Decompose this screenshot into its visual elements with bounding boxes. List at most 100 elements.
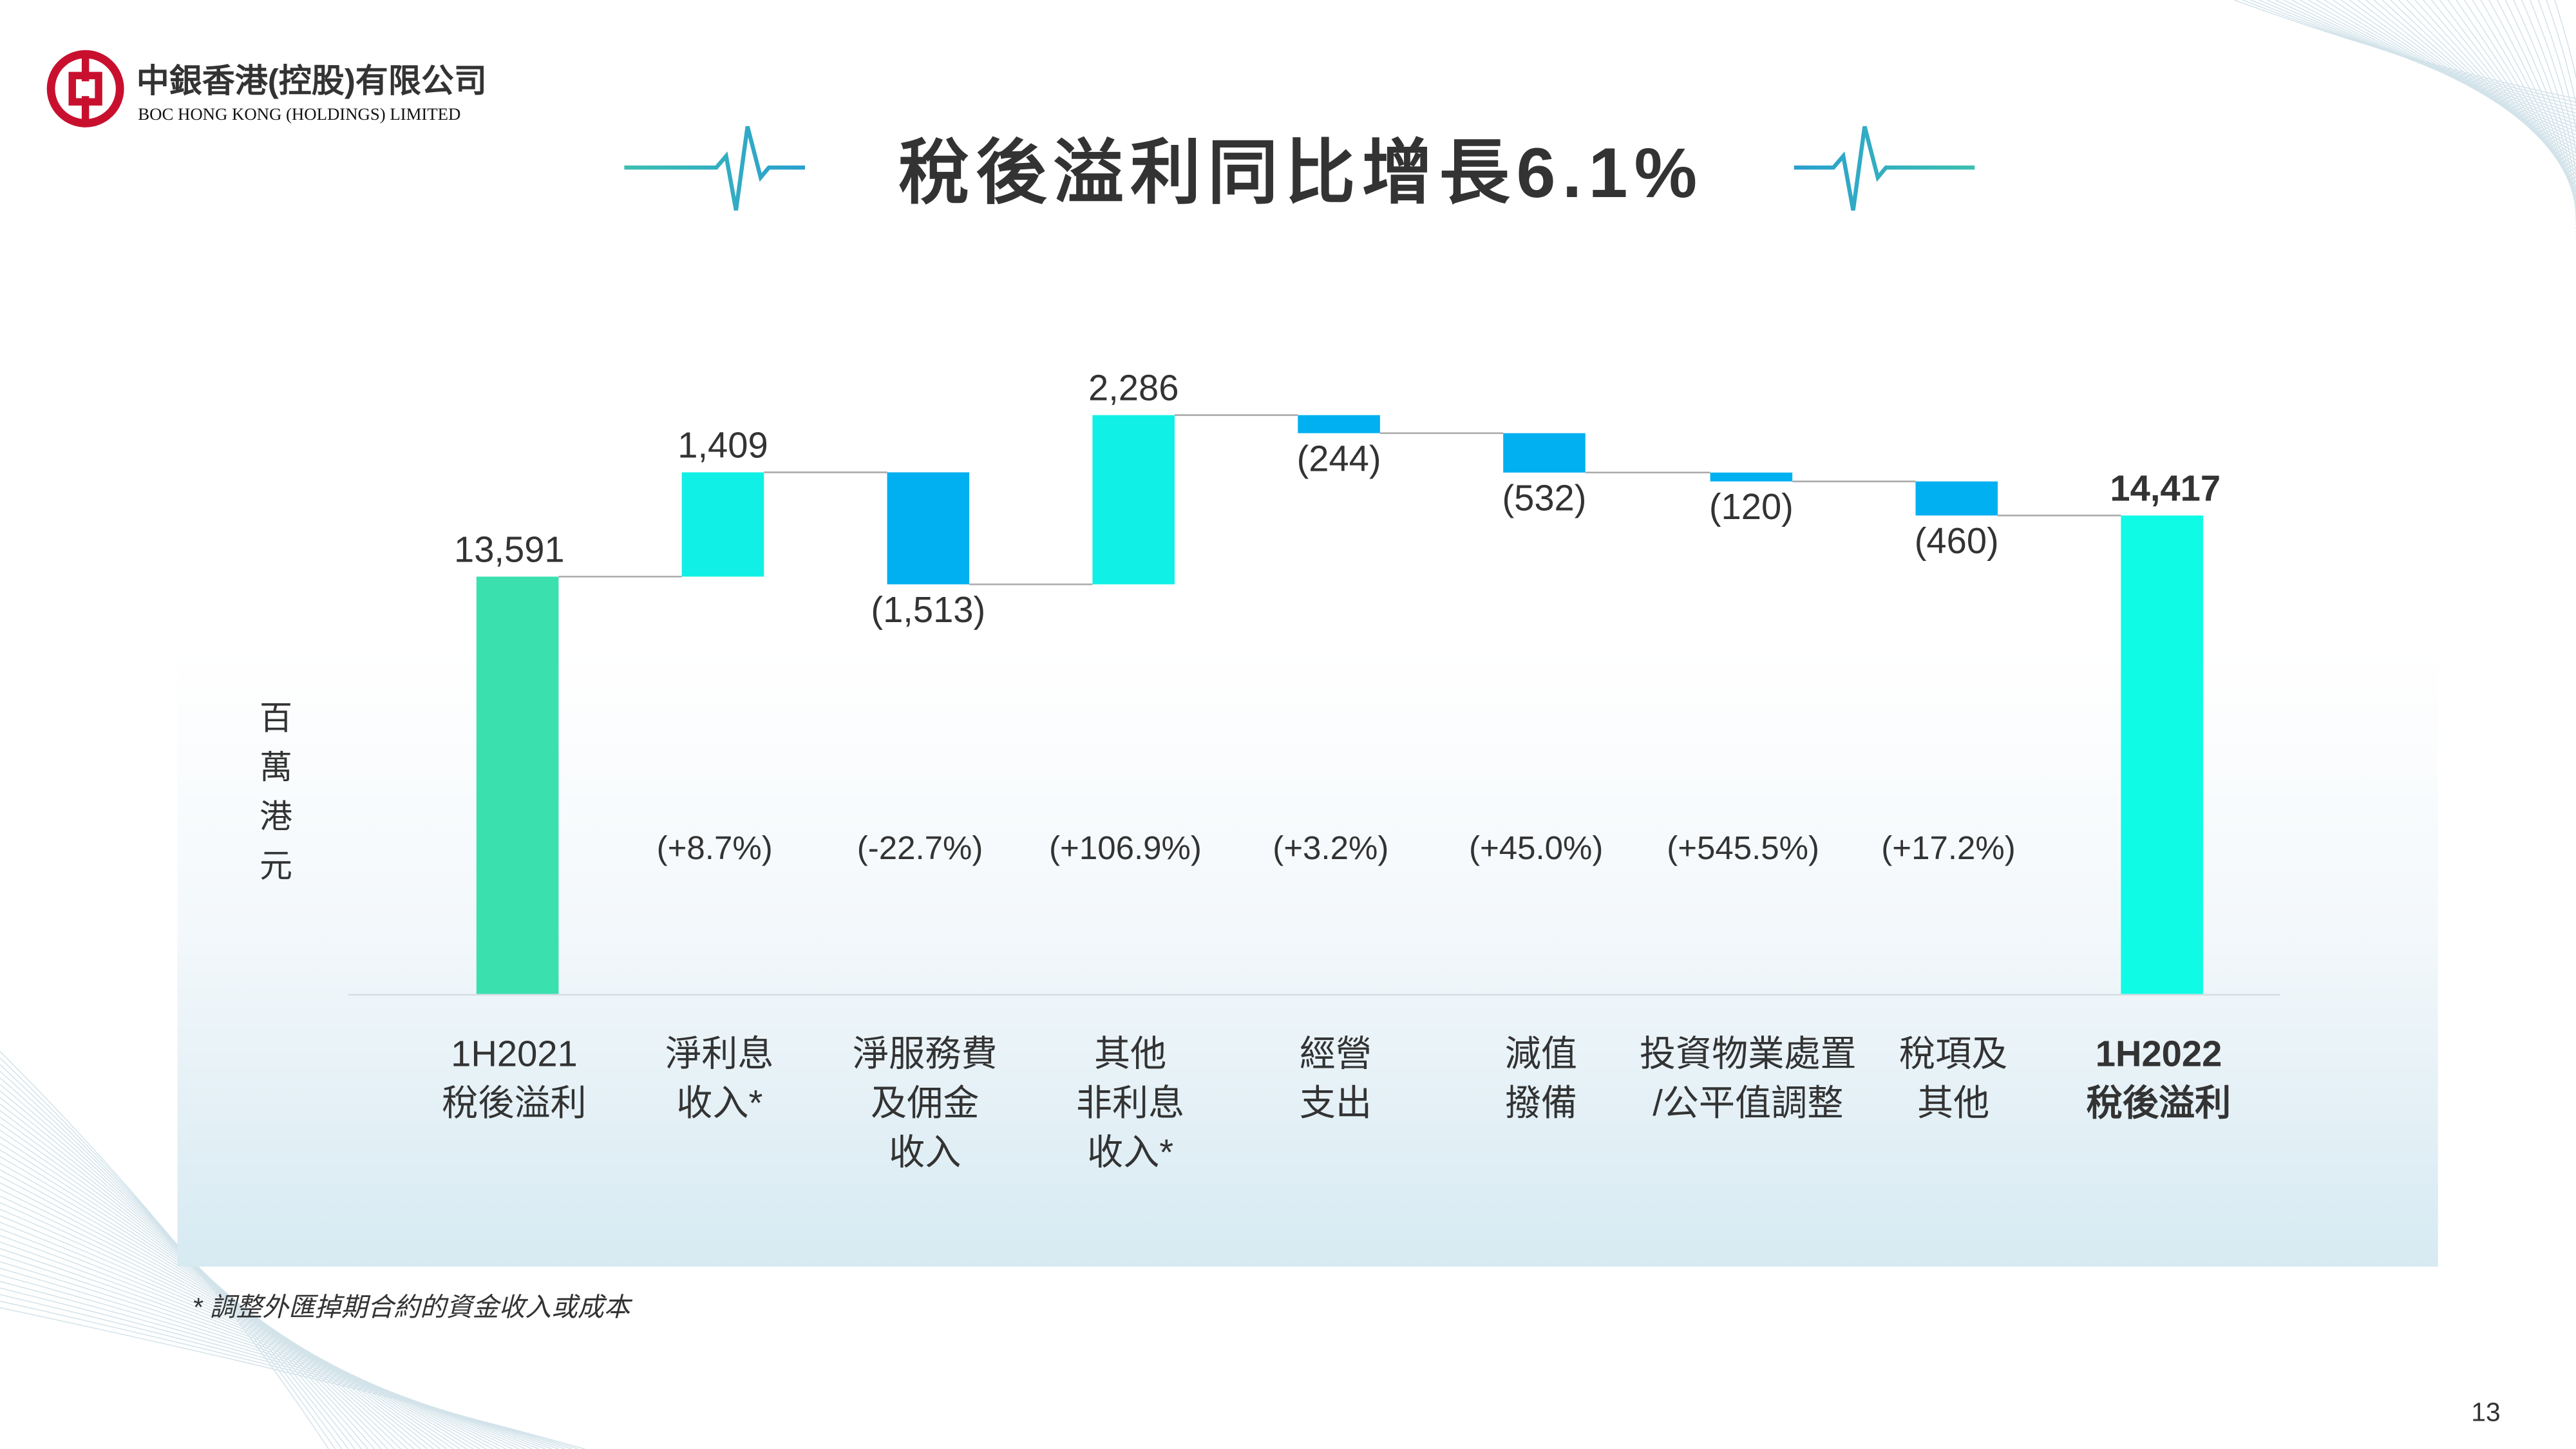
stripe-line — [0, 1123, 401, 1449]
stripe-line — [0, 1162, 441, 1449]
value-label: (120) — [1709, 486, 1794, 527]
category-label: 非利息 — [1076, 1083, 1184, 1123]
stripe-line — [0, 1287, 565, 1449]
category-label: 經營 — [1300, 1034, 1372, 1074]
value-label: (460) — [1915, 520, 1999, 561]
bar-4 — [1298, 415, 1380, 433]
stripe-line — [0, 1241, 520, 1449]
stripe-line — [2480, 0, 2576, 207]
stripe-line — [0, 1169, 448, 1449]
stripe-line — [0, 1248, 526, 1449]
stripe-line — [2340, 0, 2576, 146]
decorative-stripes-bottom-left — [0, 1051, 585, 1449]
stripe-line — [0, 1255, 533, 1449]
value-label: 1,409 — [677, 424, 768, 465]
stripe-line — [0, 1294, 572, 1449]
decorative-stripes-top-right — [2234, 0, 2576, 240]
category-label: 稅項及 — [1899, 1034, 2007, 1074]
stripe-line — [0, 1261, 540, 1449]
stripe-line — [2365, 0, 2576, 157]
stripe-line — [2357, 0, 2576, 153]
category-label: 淨服務費 — [853, 1034, 997, 1074]
category-label: 稅後溢利 — [442, 1083, 586, 1123]
stripe-line — [2554, 0, 2576, 240]
stripe-line — [0, 1208, 487, 1449]
stripe-line — [0, 1235, 513, 1449]
stripe-line — [0, 1156, 434, 1449]
stripe-line — [2529, 0, 2576, 229]
bar-8 — [2121, 515, 2203, 994]
stripe-line — [2382, 0, 2576, 164]
category-label: 收入* — [676, 1083, 762, 1123]
bar-0 — [476, 576, 559, 994]
stripe-line — [2505, 0, 2576, 218]
unit-char: 百 — [260, 700, 292, 737]
stripe-line — [0, 1274, 553, 1449]
stripe-line — [0, 1307, 585, 1449]
category-label: 減值 — [1505, 1034, 1577, 1074]
pulse-icon — [1794, 126, 1975, 211]
y-axis-unit-label: 百 萬 港 元 — [260, 700, 292, 885]
value-label: (1,513) — [871, 589, 985, 630]
logo-name-zh: 中銀香港(控股)有限公司 — [137, 62, 487, 99]
bar-2 — [887, 472, 970, 585]
logo-name-en: BOC HONG KONG (HOLDINGS) LIMITED — [138, 104, 460, 124]
value-label: (532) — [1502, 477, 1586, 518]
category-label: 支出 — [1300, 1083, 1372, 1123]
bar-1 — [681, 472, 764, 577]
bar-7 — [1915, 481, 1998, 516]
stripe-line — [0, 1215, 493, 1449]
stripe-line — [2333, 0, 2576, 143]
stripe-line — [2513, 0, 2576, 222]
stripe-line — [0, 1142, 421, 1449]
pct-change-label: (+3.2%) — [1273, 829, 1388, 866]
value-label: 14,417 — [2110, 468, 2221, 508]
category-label: 1H2021 — [451, 1034, 578, 1074]
stripe-line — [2242, 0, 2576, 103]
stripe-line — [2521, 0, 2576, 225]
category-label: 其他 — [1917, 1083, 1989, 1123]
pct-change-label: (+45.0%) — [1469, 829, 1603, 866]
stripe-line — [0, 1281, 559, 1449]
category-label: 其他 — [1094, 1034, 1166, 1074]
stripe-line — [2349, 0, 2576, 150]
stripe-line — [2267, 0, 2576, 114]
category-label: 撥備 — [1505, 1083, 1577, 1123]
stripe-line — [0, 1150, 428, 1449]
stripe-line — [0, 1228, 507, 1449]
stripe-line — [2546, 0, 2576, 236]
stripe-line — [0, 1195, 474, 1449]
page-title: 稅後溢利同比增長6.1% — [898, 134, 1703, 213]
stripe-line — [0, 1130, 408, 1449]
pct-change-label: (+106.9%) — [1049, 829, 1202, 866]
pct-change-label: (+8.7%) — [657, 829, 773, 866]
category-label: 收入* — [1087, 1132, 1173, 1173]
bar-5 — [1503, 433, 1586, 473]
unit-char: 元 — [260, 848, 292, 884]
stripe-line — [0, 1202, 480, 1449]
stripe-line — [0, 1136, 415, 1449]
category-label: 稅後溢利 — [2087, 1083, 2231, 1123]
bar-3 — [1092, 415, 1175, 585]
stripe-line — [0, 1267, 546, 1449]
stripe-line — [2488, 0, 2576, 211]
bar-6 — [1710, 472, 1793, 482]
stripe-line — [0, 1189, 467, 1449]
category-label: 淨利息 — [665, 1034, 773, 1074]
value-label: 13,591 — [454, 529, 565, 569]
category-label: /公平值調整 — [1653, 1083, 1843, 1123]
pulse-icon — [624, 126, 805, 211]
category-label: 1H2022 — [2096, 1034, 2222, 1074]
stripe-line — [0, 1175, 454, 1449]
category-label: 及佣金 — [871, 1083, 979, 1123]
value-label: (244) — [1297, 438, 1381, 478]
stripe-line — [0, 1182, 460, 1449]
pct-change-label: (+545.5%) — [1667, 829, 1819, 866]
stripe-line — [2496, 0, 2576, 214]
category-label: 投資物業處置 — [1640, 1034, 1857, 1074]
company-logo: 中銀香港(控股)有限公司 BOC HONG KONG (HOLDINGS) LI… — [46, 50, 487, 128]
stripe-line — [0, 1300, 579, 1449]
unit-char: 港 — [260, 799, 292, 835]
